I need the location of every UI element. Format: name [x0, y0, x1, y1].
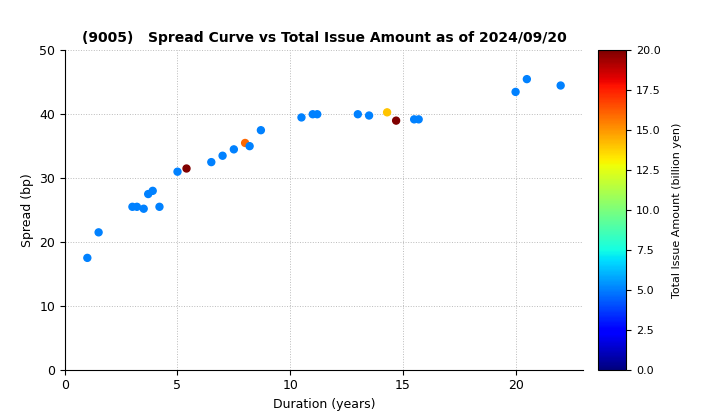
Point: [143, 191, 154, 197]
Y-axis label: Spread (bp): Spread (bp): [21, 173, 34, 247]
Point: [382, 109, 393, 116]
Title: (9005)   Spread Curve vs Total Issue Amount as of 2024/09/20: (9005) Spread Curve vs Total Issue Amoun…: [81, 31, 567, 45]
Point: [555, 82, 567, 89]
Point: [352, 111, 364, 118]
Point: [390, 117, 402, 124]
Point: [138, 205, 150, 212]
Y-axis label: Total Issue Amount (billion yen): Total Issue Amount (billion yen): [672, 122, 682, 298]
Point: [205, 159, 217, 165]
Point: [153, 203, 165, 210]
Point: [172, 168, 184, 175]
Point: [408, 116, 420, 123]
Point: [217, 152, 228, 159]
X-axis label: Duration (years): Duration (years): [273, 398, 375, 411]
Point: [510, 89, 521, 95]
Point: [364, 112, 375, 119]
Point: [244, 143, 256, 150]
Point: [127, 203, 138, 210]
Point: [239, 139, 251, 146]
Point: [521, 76, 533, 82]
Point: [312, 111, 323, 118]
Point: [147, 187, 158, 194]
Point: [296, 114, 307, 121]
Point: [81, 255, 93, 261]
Point: [131, 203, 143, 210]
Point: [255, 127, 266, 134]
Point: [181, 165, 192, 172]
Point: [228, 146, 240, 153]
Point: [413, 116, 424, 123]
Point: [307, 111, 318, 118]
Point: [93, 229, 104, 236]
